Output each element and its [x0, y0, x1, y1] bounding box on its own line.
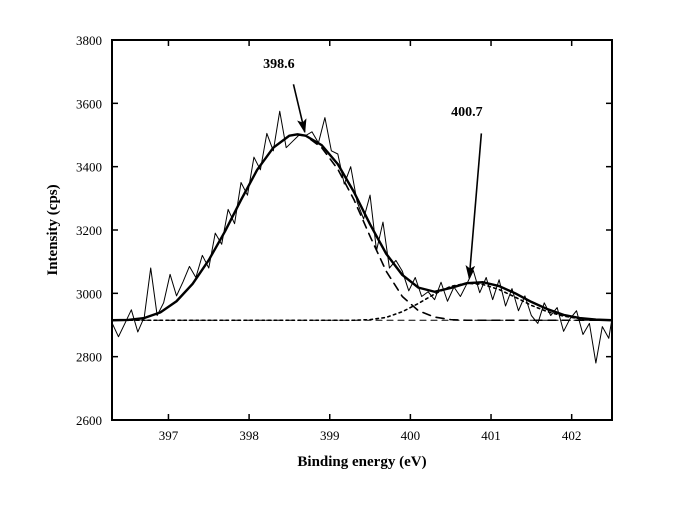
x-axis-title: Binding energy (eV): [297, 454, 426, 470]
svg-text:398.6: 398.6: [263, 57, 295, 72]
svg-text:401: 401: [481, 428, 501, 443]
svg-text:3200: 3200: [76, 223, 102, 238]
svg-text:400.7: 400.7: [451, 105, 483, 120]
svg-text:397: 397: [159, 428, 179, 443]
y-axis-title: Intensity (cps): [45, 184, 61, 275]
svg-text:3800: 3800: [76, 33, 102, 48]
svg-text:3000: 3000: [76, 286, 102, 301]
svg-text:402: 402: [562, 428, 582, 443]
svg-text:400: 400: [401, 428, 421, 443]
svg-text:2600: 2600: [76, 413, 102, 428]
svg-text:398: 398: [239, 428, 259, 443]
svg-text:399: 399: [320, 428, 340, 443]
xps-spectrum-chart: 397 398 399 400 401 402 2600 2800 3000 3200 3400 36…: [0, 0, 692, 506]
svg-text:3400: 3400: [76, 160, 102, 175]
svg-text:2800: 2800: [76, 350, 102, 365]
svg-text:3600: 3600: [76, 96, 102, 111]
